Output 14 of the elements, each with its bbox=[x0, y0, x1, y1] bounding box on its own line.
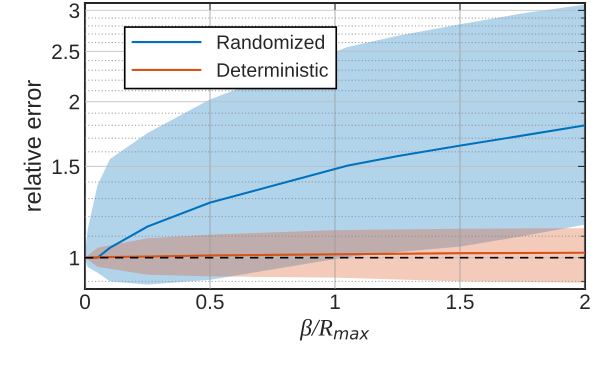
legend-label: Deterministic bbox=[218, 62, 328, 77]
y-tick-label: 1 bbox=[70, 250, 80, 266]
x-tick-label: 0.5 bbox=[196, 294, 224, 310]
x-tick-label: 1.5 bbox=[447, 294, 474, 310]
x-tick-label: 2 bbox=[580, 294, 590, 309]
y-tick-label: 3 bbox=[69, 3, 80, 18]
y-axis-title: relative error bbox=[24, 80, 41, 211]
y-tick-label: 1.5 bbox=[52, 160, 80, 174]
legend-label: Randomized bbox=[218, 34, 324, 50]
x-tick-label: 1 bbox=[330, 294, 340, 309]
x-axis-title: β/R$_{max}$ bbox=[300, 318, 370, 340]
y-tick-label: 2.5 bbox=[52, 44, 80, 60]
x-tick-label: 0 bbox=[80, 294, 90, 310]
y-tick-label: 2 bbox=[70, 94, 80, 110]
